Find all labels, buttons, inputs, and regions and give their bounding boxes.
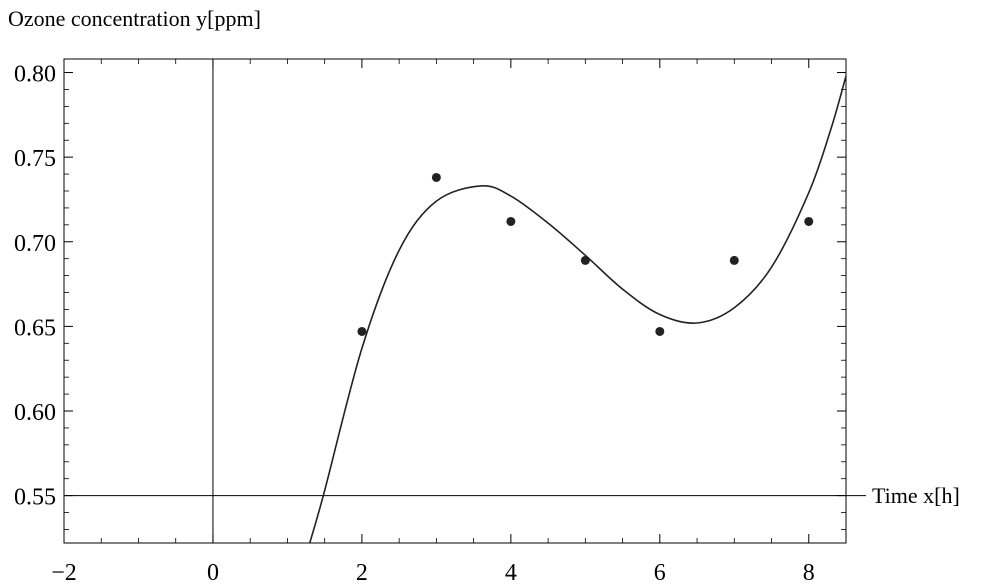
fit-curve bbox=[309, 75, 847, 544]
y-tick-labels: 0.55 0.60 0.65 0.70 0.75 0.80 bbox=[14, 62, 56, 511]
minor-ticks bbox=[64, 59, 847, 543]
x-tick-labels: −2 0 2 4 6 8 bbox=[51, 560, 815, 586]
y-tick-label: 0.80 bbox=[14, 62, 56, 88]
data-point bbox=[804, 216, 814, 226]
x-axis-title: Time x[h] bbox=[872, 483, 960, 508]
y-tick-label: 0.75 bbox=[14, 146, 56, 172]
x-tick-label: 6 bbox=[654, 560, 666, 586]
x-tick-label: 0 bbox=[207, 560, 219, 586]
data-points-layer bbox=[357, 172, 814, 336]
x-tick-label: 8 bbox=[803, 560, 815, 586]
data-point bbox=[357, 326, 367, 336]
x-tick-label: 2 bbox=[356, 560, 368, 586]
data-point bbox=[506, 216, 516, 226]
y-axis-title: Ozone concentration y[ppm] bbox=[8, 6, 261, 31]
data-point bbox=[431, 172, 441, 182]
plot-frame bbox=[63, 58, 847, 544]
y-tick-label: 0.65 bbox=[14, 315, 56, 341]
x-tick-label: −2 bbox=[51, 560, 77, 586]
data-point bbox=[655, 326, 665, 336]
major-ticks bbox=[63, 59, 846, 543]
y-tick-label: 0.55 bbox=[14, 485, 56, 511]
x-tick-label: 4 bbox=[505, 560, 517, 586]
y-tick-label: 0.70 bbox=[14, 231, 56, 257]
origin-axis-lines bbox=[64, 59, 866, 543]
fit-curve-layer bbox=[309, 75, 847, 544]
y-tick-label: 0.60 bbox=[14, 400, 56, 426]
data-point bbox=[580, 255, 590, 265]
data-point bbox=[729, 255, 739, 265]
